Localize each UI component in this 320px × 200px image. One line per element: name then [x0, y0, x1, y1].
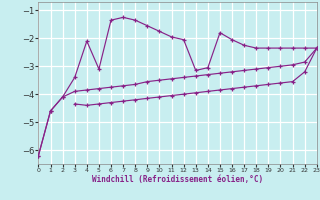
- X-axis label: Windchill (Refroidissement éolien,°C): Windchill (Refroidissement éolien,°C): [92, 175, 263, 184]
